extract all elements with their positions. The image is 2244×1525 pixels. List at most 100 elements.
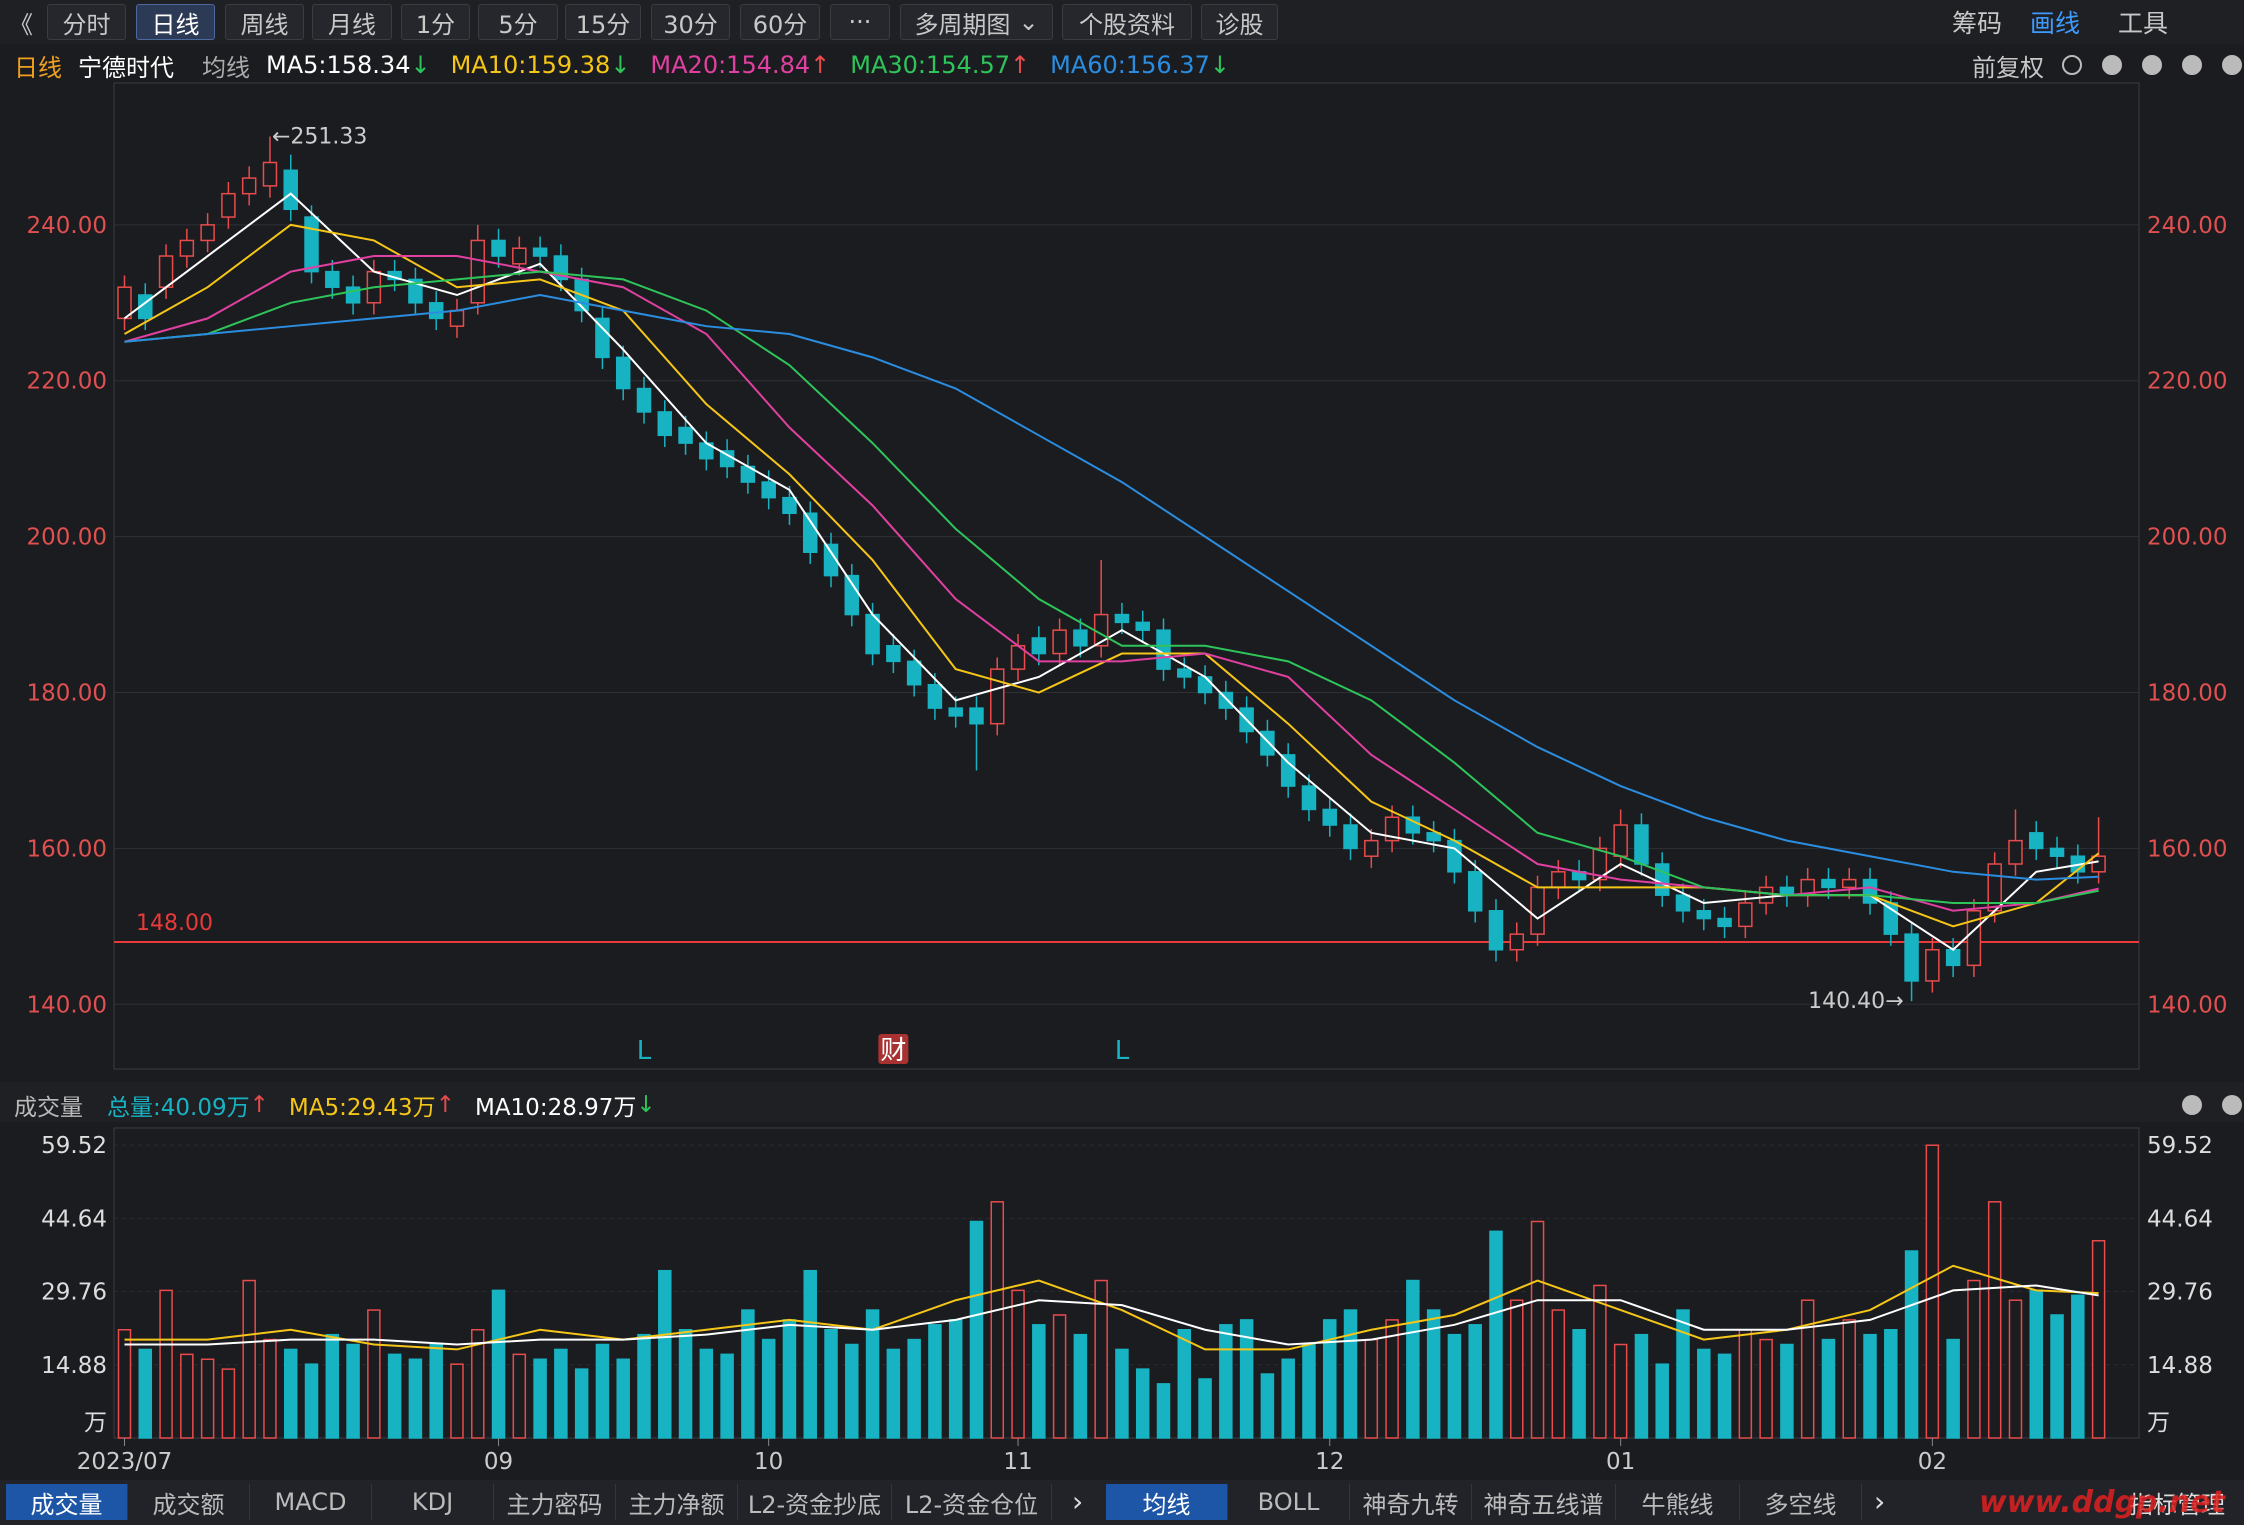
candle-body bbox=[657, 411, 673, 437]
indicator-tab[interactable]: MACD bbox=[250, 1484, 372, 1520]
candle-body bbox=[1031, 637, 1047, 655]
volume-bar bbox=[346, 1343, 360, 1439]
toolbar-button[interactable]: 分时 bbox=[47, 4, 126, 40]
toolbar-link[interactable]: 筹码 bbox=[1952, 9, 2003, 38]
volume-bar bbox=[1281, 1358, 1295, 1439]
toolbar-button[interactable]: 《 bbox=[9, 10, 33, 39]
volume-bar bbox=[948, 1319, 963, 1439]
candle-body bbox=[1592, 847, 1608, 881]
volume-ma: MA5:29.43万 bbox=[288, 1095, 436, 1121]
candle-body bbox=[990, 668, 1005, 725]
ma-legend: 日线 宁德时代 均线 MA5:158.34 ↓ MA10:159.38 ↓ MA20:154.… bbox=[14, 48, 1250, 82]
y-tick-label: 29.76 bbox=[41, 1280, 107, 1306]
toolbar-button[interactable]: 15分 bbox=[565, 4, 641, 40]
volume-bar bbox=[1551, 1309, 1566, 1439]
indicator-tab[interactable]: 主力密码 bbox=[494, 1484, 616, 1520]
trend: ↑ bbox=[810, 51, 831, 79]
x-tick-label: 2023/07 bbox=[77, 1449, 173, 1475]
candle-body bbox=[761, 481, 776, 499]
toolbar-button[interactable]: 周线 bbox=[225, 4, 304, 40]
candle-body bbox=[470, 239, 486, 304]
volume-bar bbox=[1697, 1348, 1711, 1439]
toolbar-button[interactable]: 月线 bbox=[312, 4, 392, 40]
event-marker: L bbox=[1115, 1036, 1130, 1066]
y-tick-label-right: 200.00 bbox=[2147, 525, 2227, 551]
candle-body bbox=[1467, 871, 1483, 912]
y-tick-label: 14.88 bbox=[41, 1353, 107, 1379]
volume-bar bbox=[1925, 1144, 1940, 1439]
indicator-tab[interactable]: 成交量 bbox=[6, 1484, 128, 1520]
indicator-tab[interactable]: 成交额 bbox=[128, 1484, 250, 1520]
volume-bar bbox=[1177, 1328, 1192, 1439]
x-tick-label: 11 bbox=[1003, 1449, 1032, 1475]
indicator-tab[interactable]: L2-资金抄底 bbox=[738, 1484, 892, 1520]
volume-bar bbox=[2029, 1289, 2044, 1439]
tool-icon bbox=[2102, 55, 2122, 75]
volume-bar bbox=[200, 1358, 215, 1439]
volume-bar bbox=[990, 1201, 1005, 1439]
toolbar-button[interactable]: 5分 bbox=[478, 4, 558, 40]
candle-body bbox=[512, 247, 527, 265]
indicator-tab[interactable]: L2-资金仓位 bbox=[892, 1484, 1052, 1520]
candle-body bbox=[636, 387, 652, 413]
ma-line bbox=[124, 270, 2099, 904]
volume-total: 总量:40.09万 bbox=[107, 1095, 250, 1121]
toolbar-button[interactable]: 多周期图 ⌄ bbox=[900, 4, 1053, 40]
volume-bar bbox=[263, 1338, 277, 1439]
overlay-tab[interactable]: 多空线 bbox=[1740, 1484, 1862, 1520]
volume-bar bbox=[907, 1338, 921, 1439]
marker-bg bbox=[878, 1034, 909, 1064]
indicator-tab[interactable]: KDJ bbox=[372, 1484, 494, 1520]
tool-icon bbox=[2222, 55, 2242, 75]
y-tick-label: 200.00 bbox=[27, 525, 107, 551]
volume-bar bbox=[283, 1348, 298, 1439]
toolbar-button[interactable]: ··· bbox=[830, 4, 890, 40]
volume-bar bbox=[1115, 1348, 1129, 1439]
toolbar-button[interactable]: 日线 bbox=[136, 4, 215, 40]
candle-body bbox=[532, 247, 548, 257]
adjust[interactable]: 前复权 bbox=[1972, 53, 2044, 82]
volume-bar bbox=[1156, 1383, 1171, 1439]
overlay-tab[interactable]: 神奇五线谱 bbox=[1472, 1484, 1616, 1520]
volume-bar bbox=[761, 1338, 776, 1439]
dropdown-icon: ⌄ bbox=[1018, 8, 1039, 36]
overlay-tab[interactable]: 神奇九转 bbox=[1350, 1484, 1472, 1520]
candle-body bbox=[304, 216, 319, 273]
toolbar-link[interactable]: 工具 bbox=[2118, 9, 2169, 38]
overlay-tab[interactable]: 牛熊线 bbox=[1616, 1484, 1740, 1520]
candle-body bbox=[158, 255, 174, 288]
volume-bar bbox=[387, 1353, 402, 1439]
toolbar-button[interactable]: 30分 bbox=[651, 4, 730, 40]
overlay-tab[interactable]: 均线 bbox=[1106, 1484, 1228, 1520]
toolbar-button[interactable]: 1分 bbox=[401, 4, 470, 40]
event-marker: 财 bbox=[880, 1036, 906, 1066]
toolbar-button[interactable]: 个股资料 bbox=[1062, 4, 1192, 40]
volume-bar bbox=[1946, 1338, 1960, 1439]
y-tick-label: 220.00 bbox=[27, 369, 107, 395]
volume-bar bbox=[554, 1348, 568, 1439]
price-frame bbox=[113, 82, 2140, 1070]
toolbar-link[interactable]: 画线 bbox=[2030, 9, 2081, 38]
candle-body bbox=[1654, 863, 1670, 896]
volume-bar bbox=[1073, 1333, 1088, 1439]
overlay-tab[interactable]: BOLL bbox=[1228, 1484, 1350, 1520]
candle-body bbox=[1135, 621, 1150, 631]
candle-body bbox=[615, 356, 631, 390]
volume-bar bbox=[1987, 1201, 2002, 1439]
y-tick-label-right: 240.00 bbox=[2147, 213, 2227, 239]
indicator-tab[interactable]: 主力净额 bbox=[616, 1484, 738, 1520]
toolbar-button[interactable]: 诊股 bbox=[1201, 4, 1278, 40]
ma-value: MA30:154.57 bbox=[850, 51, 1010, 79]
toolbar-button[interactable]: 60分 bbox=[740, 4, 820, 40]
volume-bar bbox=[1759, 1338, 1773, 1439]
volume-bar bbox=[1426, 1309, 1441, 1439]
arrow-icon: › bbox=[1072, 1485, 1083, 1518]
indicator-manage[interactable]: 指标管理 bbox=[2129, 1490, 2225, 1519]
trend: ↓ bbox=[410, 51, 431, 79]
volume-bar bbox=[1468, 1324, 1482, 1439]
candle-body bbox=[1551, 871, 1566, 889]
candle-body bbox=[844, 574, 860, 616]
candle-body bbox=[428, 302, 444, 320]
volume-bar bbox=[1364, 1338, 1379, 1439]
